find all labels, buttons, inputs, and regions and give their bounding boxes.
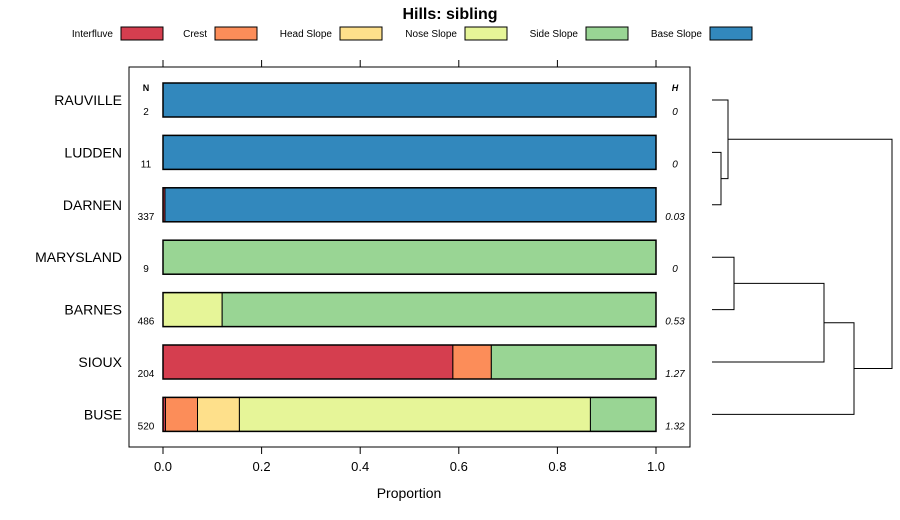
n-value: 486: [138, 317, 155, 328]
bar-segment: [162, 292, 223, 328]
x-tick-label: 0.8: [548, 459, 566, 474]
n-value: 11: [141, 159, 152, 170]
x-tick-label: 0.0: [154, 459, 172, 474]
bar-outline: [162, 291, 657, 328]
legend: Interfluve Crest Head Slope Nose Slope Side …: [72, 26, 753, 41]
bar-segment: [164, 187, 657, 223]
bar-segment: [164, 396, 199, 432]
bar-segment: [238, 396, 591, 432]
n-column-header: N: [143, 83, 150, 93]
legend-label: Interfluve: [72, 29, 114, 40]
h-value: 0.03: [665, 212, 685, 223]
bar-segment: [162, 134, 657, 170]
dendrogram-link: [728, 138, 893, 370]
category-label: BUSE: [84, 406, 122, 422]
category-label: RAUVILLE: [54, 92, 122, 108]
legend-label: Nose Slope: [405, 29, 457, 40]
legend-swatch: [120, 26, 164, 41]
bar-outline: [162, 134, 657, 171]
legend-swatch: [709, 26, 753, 41]
h-value: 1.32: [665, 421, 685, 432]
bar-segment: [490, 344, 657, 380]
bar-segment: [221, 292, 657, 328]
h-value: 1.27: [665, 369, 685, 380]
bar-outline: [162, 396, 657, 433]
n-value: 337: [138, 212, 155, 223]
category-labels: RAUVILLE LUDDEN DARNEN MARYSLAND BARNES SIOUX…: [35, 92, 123, 422]
bar-segment: [589, 396, 657, 432]
plot-frame: [128, 66, 691, 448]
dendrogram-link: [712, 322, 855, 415]
n-value: 520: [138, 421, 155, 432]
x-axis: 0.0 0.2 0.4 0.6 0.8 1.0: [154, 60, 665, 474]
bar-outline: [162, 239, 657, 275]
bar-outline: [162, 187, 657, 223]
category-label: MARYSLAND: [35, 249, 122, 265]
dendrogram-link: [712, 151, 722, 206]
bar-outline: [162, 344, 657, 380]
category-label: DARNEN: [63, 197, 122, 213]
h-value: 0: [672, 107, 678, 118]
bar-segment: [197, 396, 240, 432]
x-tick-label: 0.6: [450, 459, 468, 474]
dendrogram-link: [712, 282, 825, 363]
bar-outline: [162, 82, 657, 118]
dendrogram-link: [712, 99, 729, 180]
n-value: 2: [143, 107, 149, 118]
legend-swatch: [464, 26, 508, 41]
bar-segment: [162, 344, 454, 380]
bar-segment: [452, 344, 492, 380]
h-value: 0: [672, 159, 678, 170]
n-value: 204: [138, 369, 155, 380]
category-label: BARNES: [64, 302, 122, 318]
legend-label: Side Slope: [530, 29, 579, 40]
h-value: 0.53: [665, 317, 685, 328]
legend-label: Crest: [183, 29, 207, 40]
h-column-header: H: [672, 83, 679, 93]
legend-label: Head Slope: [280, 29, 333, 40]
chart-title: Hills: sibling: [402, 6, 497, 23]
bars: [162, 82, 657, 433]
n-value: 9: [143, 264, 149, 275]
legend-swatch: [339, 26, 383, 41]
bar-segment: [162, 82, 657, 118]
x-tick-label: 0.2: [253, 459, 271, 474]
legend-swatch: [585, 26, 629, 41]
category-label: LUDDEN: [64, 144, 122, 160]
bar-segment: [162, 239, 657, 275]
legend-swatch: [214, 26, 258, 41]
h-value: 0: [672, 264, 678, 275]
x-tick-label: 0.4: [351, 459, 369, 474]
x-tick-label: 1.0: [647, 459, 665, 474]
n-labels: 2 11 337 9 486 204 520: [138, 107, 155, 432]
legend-label: Base Slope: [651, 29, 703, 40]
dendrogram-link: [712, 256, 735, 311]
dendrogram: [712, 99, 893, 415]
category-label: SIOUX: [78, 354, 122, 370]
h-labels: 0 0 0.03 0 0.53 1.27 1.32: [665, 107, 685, 432]
x-axis-title: Proportion: [377, 485, 442, 501]
